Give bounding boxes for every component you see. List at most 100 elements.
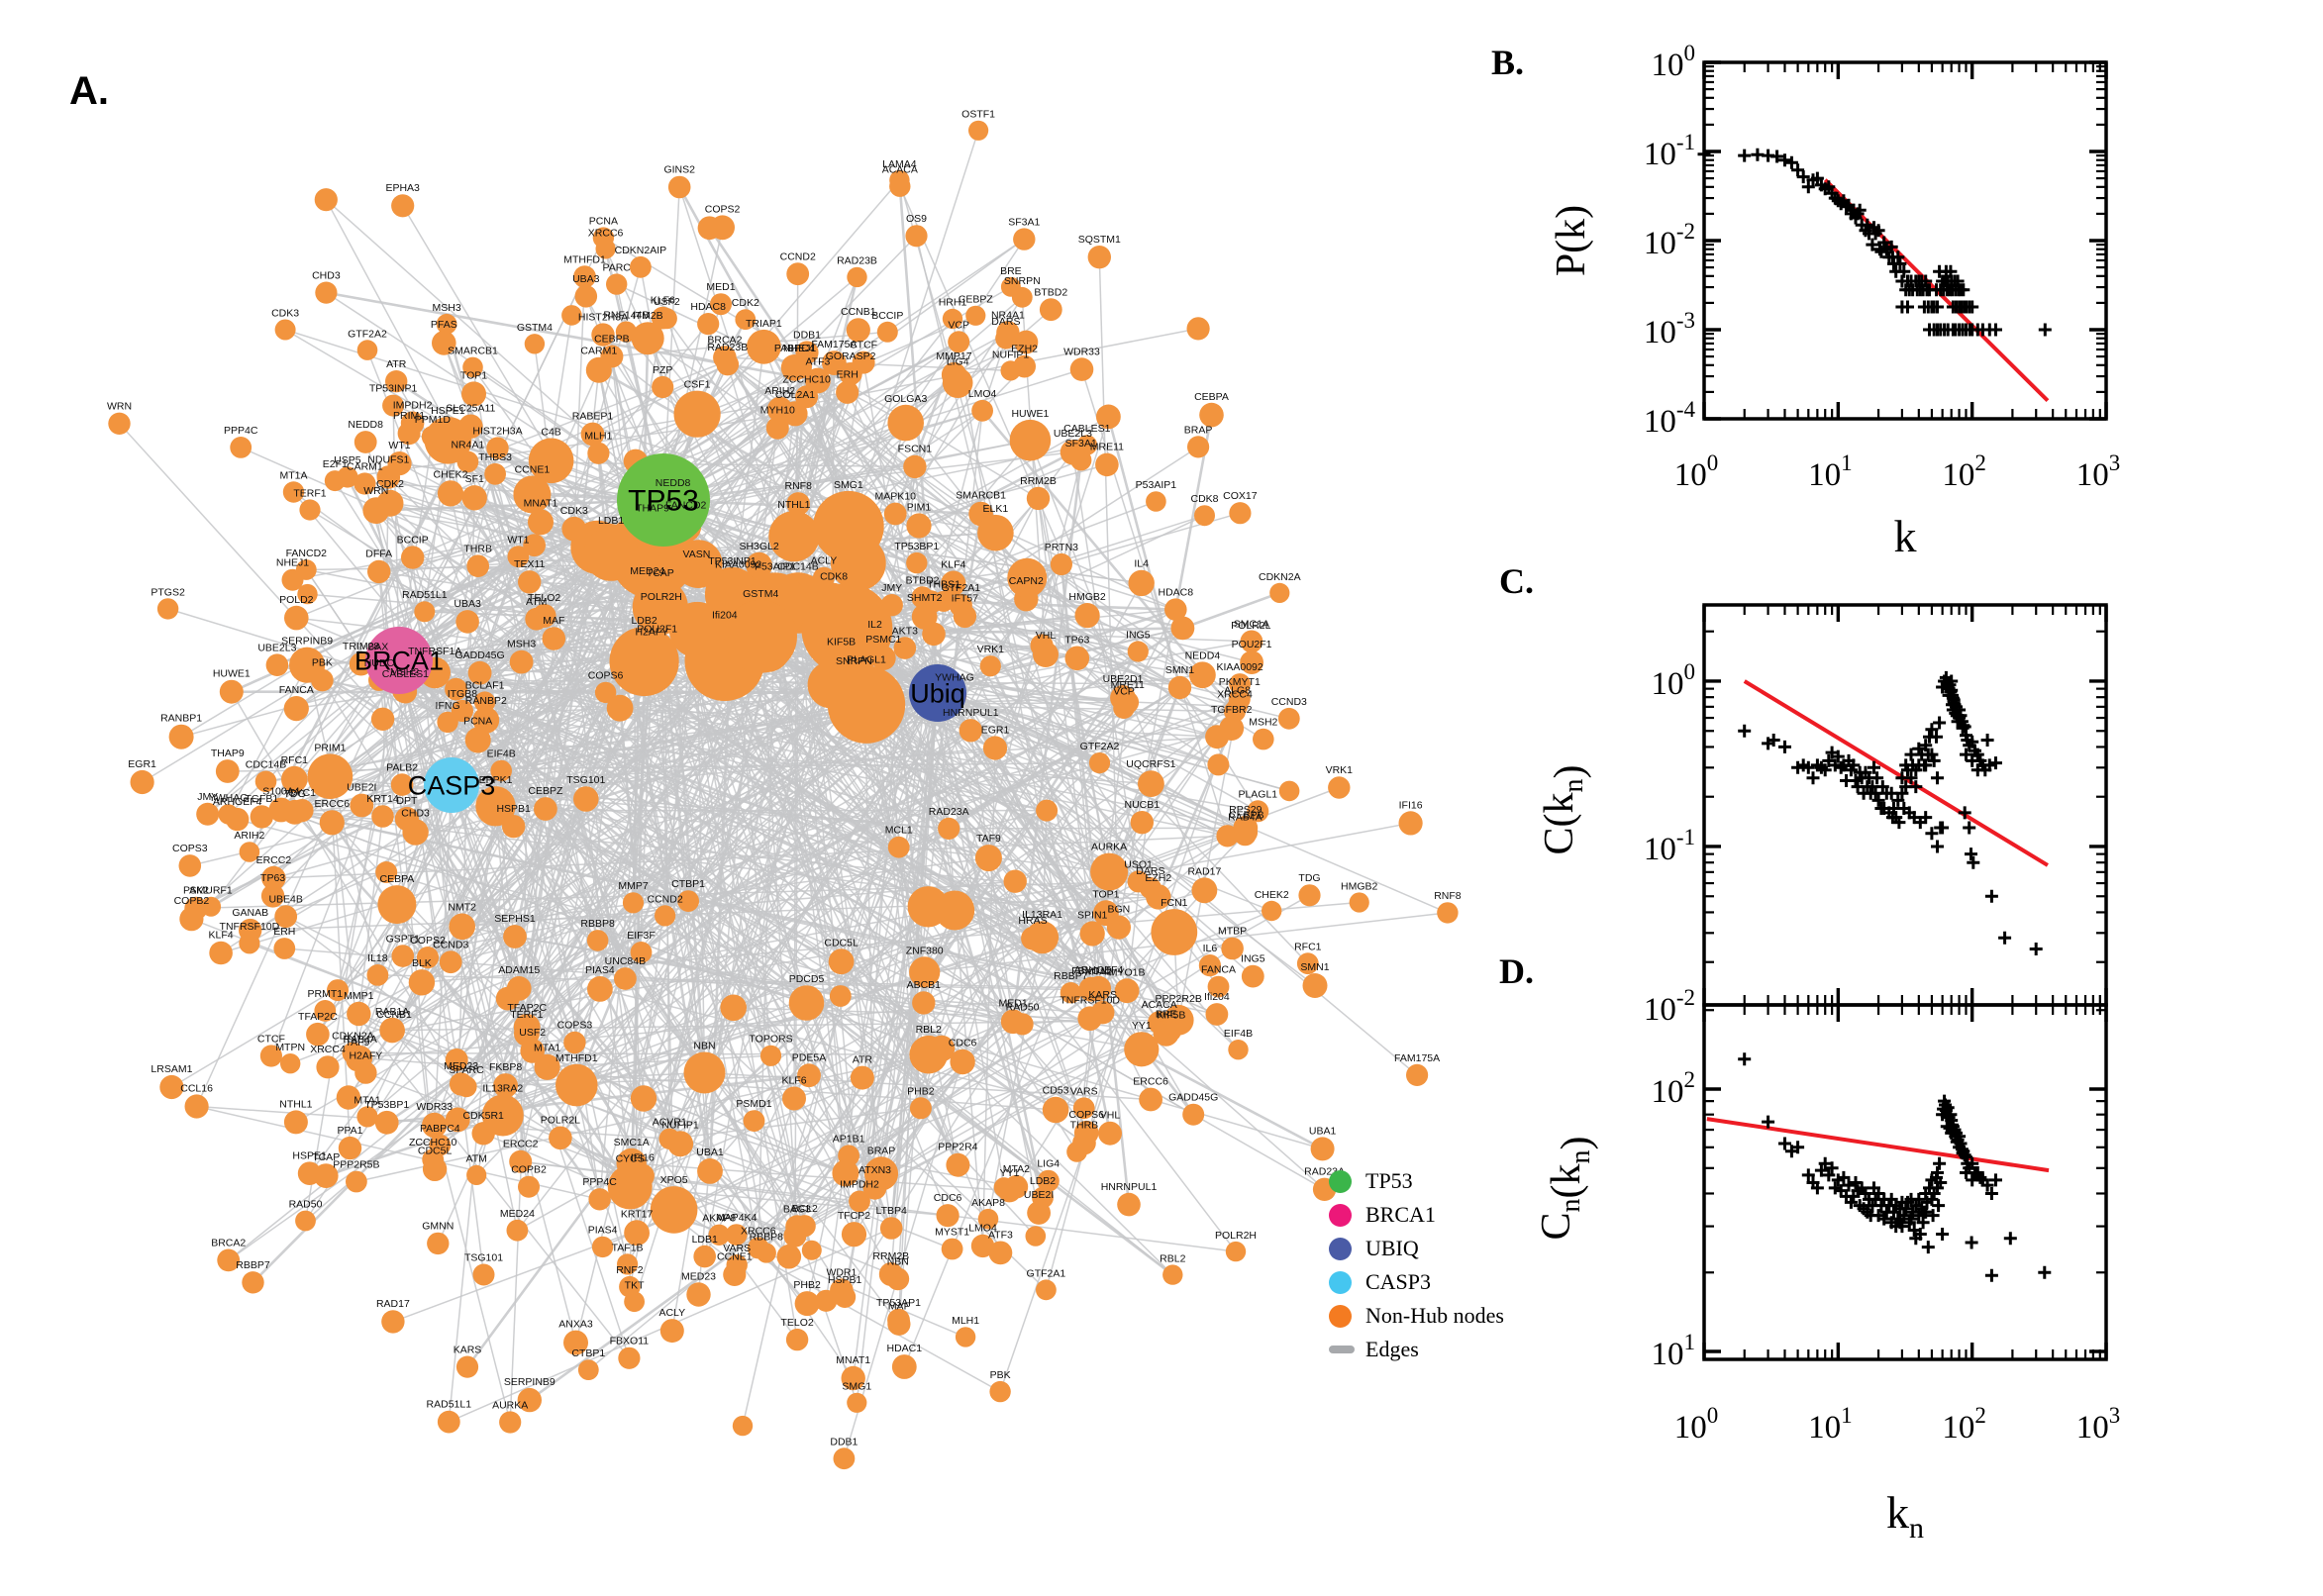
network-node (295, 1210, 316, 1232)
network-edge (270, 473, 496, 1056)
node-label: WDR33 (416, 1101, 453, 1113)
network-edge (465, 1074, 810, 1088)
node-label: BRAP (867, 1145, 896, 1156)
network-node (239, 842, 260, 862)
node-label: CDK8 (820, 571, 848, 583)
network-node (524, 334, 546, 354)
network-edge (662, 368, 1082, 501)
panel-d-label: D. (1499, 951, 1534, 991)
node-label: CEBPZ (528, 785, 563, 797)
node-label: BRCA2 (707, 334, 742, 346)
node-label: EIF3F (627, 930, 656, 942)
network-node (346, 1048, 369, 1072)
node-label: BCL2 (792, 1203, 818, 1215)
network-edge (587, 1060, 963, 1371)
network-node (1011, 1013, 1034, 1036)
network-node (1036, 799, 1059, 822)
node-label: SNRPN (836, 655, 872, 667)
node-label: GTF2A1 (1027, 1267, 1066, 1279)
network-edge (758, 783, 1152, 1248)
network-node (1187, 436, 1210, 458)
node-label: USP5 (334, 454, 361, 466)
node-label: RRM2B (1020, 475, 1057, 487)
data-point (1828, 1181, 1842, 1195)
network-node (974, 845, 1002, 872)
node-label: MMP7 (618, 880, 648, 892)
network-edge (447, 440, 629, 1265)
network-node (260, 884, 285, 908)
node-label: NUDC (364, 657, 395, 669)
data-point (1897, 264, 1911, 278)
node-label: MYO1B (1109, 966, 1146, 978)
node-label: GINS2 (663, 164, 695, 176)
data-point (1738, 1052, 1752, 1066)
network-edge (529, 987, 1100, 1402)
network-node (630, 942, 653, 963)
node-label: TP53INP1 (708, 555, 757, 567)
network-node (586, 930, 609, 951)
node-label: NHEJ1 (276, 557, 309, 569)
node-label: CEBPA (379, 873, 414, 885)
node-label: NBN (693, 1041, 715, 1052)
network-node (209, 941, 233, 965)
data-point (1931, 1166, 1944, 1179)
hub-node-tp53 (617, 453, 710, 547)
node-label: IFT57 (952, 593, 979, 605)
network-node (591, 1236, 614, 1258)
node-label: LMO4 (968, 1223, 997, 1235)
data-point (1921, 1241, 1935, 1254)
node-label: RBBP7 (236, 1259, 270, 1271)
network-node (1138, 770, 1164, 797)
data-point (1868, 760, 1880, 774)
data-point (1919, 758, 1933, 772)
network-node (1079, 921, 1105, 947)
network-node (315, 281, 338, 304)
network-node (356, 1106, 378, 1128)
node-label: MT1A (279, 469, 307, 481)
network-node (1277, 707, 1300, 730)
network-node (659, 1319, 684, 1344)
node-label: CCNB1 (841, 306, 876, 318)
node-label: CD53 (1043, 1085, 1069, 1097)
y-axis-title: C(kn) (1537, 765, 1592, 855)
data-point (1919, 811, 1933, 825)
network-node (870, 646, 896, 670)
node-label: XPO5 (660, 1174, 688, 1186)
data-point (1984, 1187, 1998, 1200)
legend-label: UBIQ (1365, 1236, 1419, 1260)
network-node (630, 1085, 657, 1112)
data-point (1970, 748, 1984, 761)
node-label: COPS3 (172, 843, 208, 854)
chart-panel-c: 100 10-1 10-2 C(kn) (1537, 603, 2108, 1028)
network-node (414, 601, 436, 623)
network-node (513, 475, 552, 514)
network-node (953, 604, 977, 629)
node-label: COL2A1 (775, 389, 815, 401)
node-label: POLD2 (279, 594, 314, 606)
network-node (862, 1175, 887, 1200)
node-label: TDG (1298, 872, 1320, 884)
network-node (295, 559, 317, 580)
data-point (1965, 848, 1977, 861)
node-label: BTBD2 (906, 574, 940, 586)
network-node (429, 1134, 452, 1156)
node-label: LIG4 (1037, 1158, 1060, 1170)
network-edge (891, 440, 1031, 606)
network-node (1076, 435, 1098, 455)
data-point (1784, 155, 1798, 169)
network-node (833, 1447, 856, 1470)
y-tick-label: 100 (1652, 41, 1696, 83)
network-node (724, 600, 797, 673)
node-label: CTBP1 (571, 1347, 605, 1359)
node-label: COPS6 (1068, 1109, 1104, 1121)
node-label: MCL1 (885, 825, 913, 837)
node-label: ERCC6 (1133, 1076, 1168, 1088)
network-node (828, 948, 855, 975)
node-label: TELO2 (780, 1317, 813, 1329)
node-label: ZNF380 (906, 945, 944, 956)
network-edge (273, 835, 1228, 879)
node-label: CHEK2 (1255, 889, 1289, 901)
data-point (1919, 739, 1933, 752)
network-node (893, 637, 917, 659)
data-point (1796, 170, 1810, 184)
